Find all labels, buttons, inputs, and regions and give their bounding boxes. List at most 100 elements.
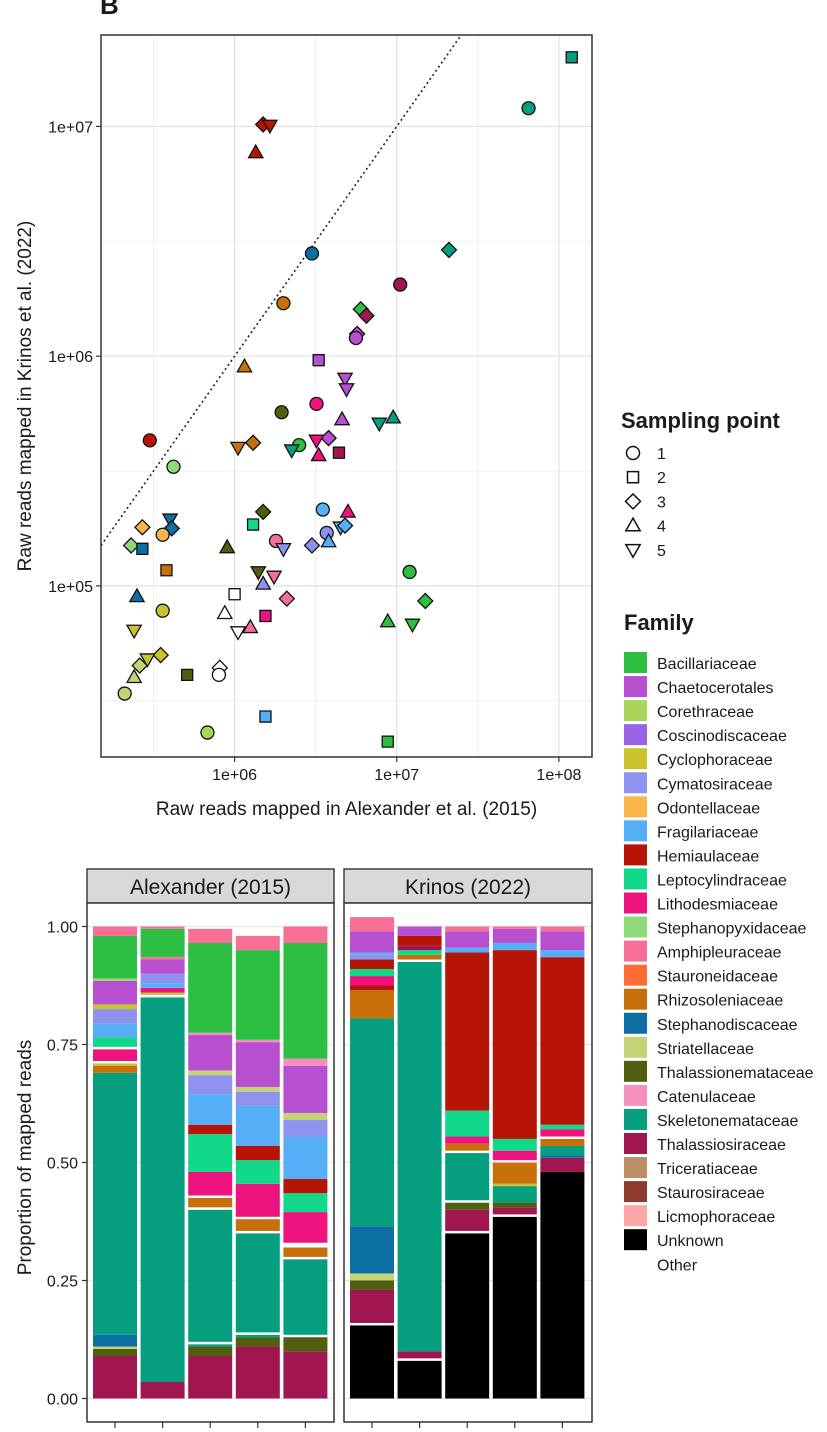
bar-segment [283,1120,328,1137]
family-legend-label: Chaetocerotales [657,680,774,697]
family-legend-swatch [624,820,647,842]
bar-y-tick-label: 0.50 [47,1156,78,1173]
family-legend-label: Staurosiraceae [657,1185,765,1202]
bar-segment [445,1200,490,1203]
scatter-y-axis-title: Raw reads mapped in Krinos et al. (2022) [15,221,36,572]
scatter-point [161,513,179,529]
scatter-point [308,434,325,450]
bar-segment [140,1381,185,1399]
scatter-point [303,537,321,554]
bar-segment [445,1110,490,1137]
sampling-legend-label: 1 [657,446,666,463]
bar-segment [235,1216,280,1220]
bar-segment [540,1136,585,1139]
facet-strip-label: Alexander (2015) [130,876,291,899]
y-tick-label: 1e+05 [48,579,93,596]
family-legend-swatch [624,916,647,938]
bar-segment [283,1112,328,1121]
bar-segment [492,1216,537,1399]
bar-segment [445,1153,490,1201]
scatter-point [211,667,227,683]
bar-segment [540,957,585,1125]
family-legend-swatch [624,940,647,962]
bar-segment [283,1351,328,1399]
bar-segment [397,950,442,955]
bar-segment [492,1207,537,1215]
scatter-point [128,587,146,603]
bar-segment [283,1259,328,1335]
scatter-panel-border [100,34,593,758]
bar-segment [492,1138,537,1151]
bar-y-tick-label: 0.25 [47,1274,78,1291]
scatter-point [320,429,338,447]
bar-segment [540,950,585,958]
scatter-point [304,246,320,261]
family-legend-label: Bacillariaceae [657,656,757,673]
bar-segment [445,1233,490,1399]
scatter-point [242,618,259,634]
bar-segment [93,935,137,979]
family-legend-swatch [624,772,647,794]
panel-letter: B [100,0,119,20]
bar-segment [235,1145,280,1161]
bar-segment [350,1289,394,1323]
bar-segment [235,1332,280,1335]
bar-segment [492,1202,537,1208]
scatter-point [155,527,170,542]
bar-segment [235,1233,280,1333]
bar-segment [445,1150,490,1154]
bar-segment [188,1075,233,1095]
scatter-point [274,405,289,420]
scatter-point [181,668,194,682]
bar-segment [283,1337,328,1352]
bar-segment [397,954,442,960]
bar-segment [283,1242,328,1248]
bar-segment [350,976,394,986]
bar-segment [93,1348,137,1357]
bar-segment [188,1341,233,1345]
scatter-point [259,609,272,623]
family-legend-label: Amphipleuraceae [657,945,782,962]
scatter-point [155,603,170,618]
bar-segment [140,997,185,1382]
bar-segment [188,943,233,1033]
bar-segment [492,1186,537,1203]
bar-segment [540,926,585,932]
bar-segment [350,968,394,977]
bar-segment [140,973,185,984]
scatter-point [254,575,272,590]
scatter-point [393,277,408,292]
bar-segment [445,1209,490,1231]
scatter-point [136,542,149,556]
bar-segment [235,1086,280,1092]
bar-segment [397,926,442,936]
bar-segment [235,1334,280,1338]
bar-segment [397,1351,442,1359]
bar-segment [350,954,394,960]
scatter-point [236,357,253,373]
bar-segment [445,1143,490,1151]
bar-segment [188,1207,233,1210]
bar-segment [492,950,537,1139]
family-legend-swatch [624,1036,647,1058]
bar-segment [93,1009,137,1024]
scatter-point [521,101,536,116]
bar-segment [350,1273,394,1281]
family-legend-swatch [624,988,647,1010]
bar-segment [188,1195,233,1198]
scatter-point [315,502,330,517]
bar-segment [93,1004,137,1010]
family-legend-swatch [624,1181,647,1203]
family-legend-label: Leptocylindraceae [657,872,787,889]
sampling-legend-label: 3 [657,494,666,511]
bar-segment [93,1046,137,1050]
bar-segment [445,952,490,1111]
scatter-point [261,119,279,135]
bar-segment [188,1134,233,1172]
bar-segment [188,1209,233,1342]
scatter-point [402,564,417,580]
bar-segment [283,1193,328,1213]
bar-segment [492,1160,537,1163]
family-legend-title: Family [624,610,694,635]
